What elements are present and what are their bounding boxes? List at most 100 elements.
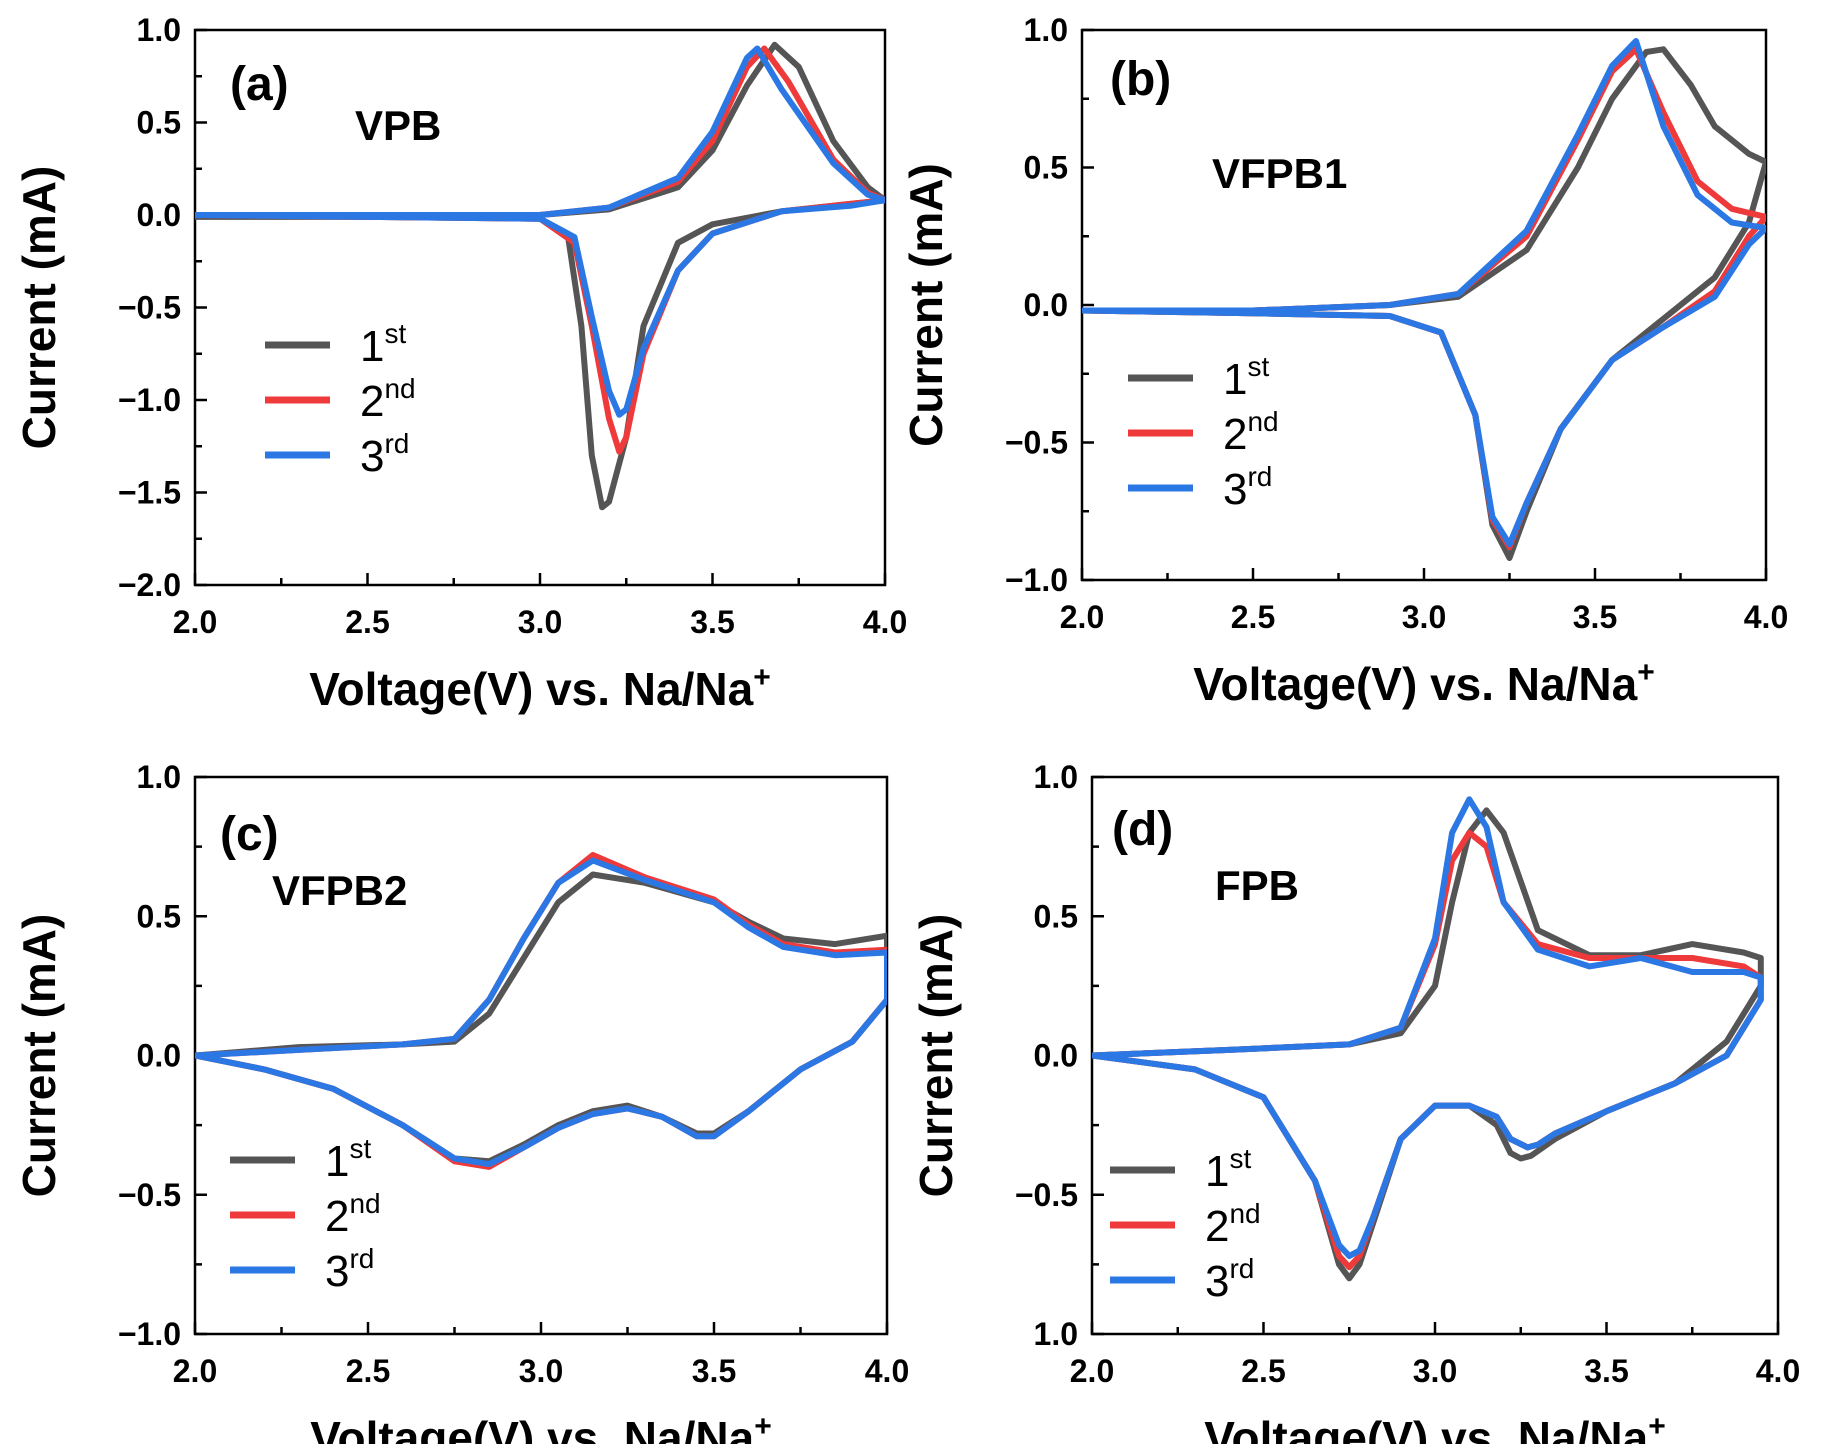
series-line-cycle-1	[1092, 807, 1764, 1282]
x-tick-label: 4.0	[1756, 1353, 1800, 1389]
legend-entry: 2nd	[1223, 406, 1279, 459]
y-tick-label: −2.0	[118, 567, 181, 603]
x-tick-label: 4.0	[863, 604, 907, 640]
x-tick-label: 3.0	[519, 1353, 563, 1389]
series-line-cycle-3	[195, 857, 887, 1168]
y-axis-title: Current (mA)	[13, 166, 65, 450]
legend-entry-suffix: st	[1247, 351, 1269, 382]
legend-entry-number: 3	[325, 1247, 349, 1296]
legend-entry-number: 2	[325, 1192, 349, 1241]
y-tick-label: 0.0	[137, 1038, 181, 1074]
legend-entry: 2nd	[360, 373, 416, 426]
y-tick-label: 0.0	[1034, 1038, 1078, 1074]
x-tick-label: 2.5	[345, 604, 389, 640]
legend-entry-number: 3	[1223, 465, 1247, 514]
legend-entry-number: 2	[1223, 410, 1247, 459]
x-tick-label: 2.5	[346, 1353, 390, 1389]
sample-label: VPB	[355, 102, 441, 149]
panel-b: 2.0 2.5 3.0 3.5 4.0 1.0 0.5 0.0 −0.5 −1.0 Voltage(…	[900, 12, 1788, 710]
y-axis-title: Current (mA)	[13, 914, 65, 1198]
series-line-cycle-1	[195, 871, 887, 1165]
plot-frame	[1090, 775, 1780, 1336]
x-axis-title: Voltage(V) vs. Na/Na+	[1204, 1410, 1665, 1444]
sample-label: VFPB1	[1212, 150, 1347, 197]
y-tick-label: 0.0	[1024, 287, 1068, 323]
y-tick-label: −0.5	[1005, 425, 1068, 461]
x-tick-label: 4.0	[1744, 599, 1788, 635]
series-group	[195, 41, 885, 511]
legend-entry-suffix: nd	[349, 1188, 380, 1219]
legend-entry-suffix: st	[384, 318, 406, 349]
legend-entry-number: 3	[1205, 1257, 1229, 1306]
x-tick-label: 3.5	[1573, 599, 1617, 635]
series-line-cycle-2	[195, 45, 885, 455]
y-axis-title: Current (mA)	[900, 163, 952, 447]
legend-entry: 2nd	[1205, 1198, 1261, 1251]
x-axis-title-text: Voltage(V) vs. Na/Na	[309, 663, 753, 715]
legend-entry: 3rd	[1223, 461, 1272, 514]
x-axis-title-sup: +	[1637, 656, 1655, 689]
x-axis-title: Voltage(V) vs. Na/Na+	[309, 661, 770, 715]
x-tick-label: 3.5	[1584, 1353, 1628, 1389]
plot-frame	[193, 28, 887, 587]
x-axis-title-sup: +	[753, 661, 771, 694]
legend-entry-suffix: st	[349, 1133, 371, 1164]
y-tick-label: 1.0	[137, 759, 181, 795]
plot-frame	[193, 775, 889, 1336]
legend-entry-suffix: nd	[1247, 406, 1278, 437]
legend-entry-number: 1	[1205, 1147, 1229, 1196]
y-tick-label: −1.0	[118, 1316, 181, 1352]
x-tick-label: 2.0	[173, 1353, 217, 1389]
legend-entry-suffix: nd	[1229, 1198, 1260, 1229]
y-axis-title: Current (mA)	[910, 914, 962, 1198]
legend-entry: 1st	[1223, 351, 1269, 404]
x-axis-title-text: Voltage(V) vs. Na/Na	[310, 1412, 754, 1444]
y-tick-label: 1.0	[1034, 759, 1078, 795]
legend-entry-number: 2	[360, 377, 384, 426]
y-tick-label: −1.5	[118, 475, 181, 511]
series-group	[1092, 796, 1764, 1282]
y-tick-label: 0.5	[137, 898, 181, 934]
legend-entry: 1st	[360, 318, 406, 371]
series-line-cycle-3	[195, 45, 885, 418]
y-tick-label: −0.5	[118, 1177, 181, 1213]
x-axis-title-sup: +	[754, 1410, 772, 1443]
legend-entry-suffix: st	[1229, 1143, 1251, 1174]
series-line-cycle-1	[195, 41, 885, 511]
y-tick-label: −1.0	[118, 382, 181, 418]
legend-entry-number: 1	[325, 1137, 349, 1186]
sample-label: FPB	[1215, 862, 1299, 909]
y-tick-label: 1.0	[1024, 12, 1068, 48]
legend-entry-number: 1	[1223, 355, 1247, 404]
x-tick-label: 2.5	[1241, 1353, 1285, 1389]
y-tick-label: 0.5	[1034, 898, 1078, 934]
panel-label: (d)	[1112, 803, 1173, 856]
panel-label: (c)	[220, 808, 279, 861]
x-tick-label: 2.0	[1070, 1353, 1114, 1389]
panel-d: 2.0 2.5 3.0 3.5 4.0 1.0 0.5 0.0 −0.5 1.0 Voltage(V…	[910, 759, 1800, 1444]
y-tick-label: 1.0	[137, 12, 181, 48]
x-tick-label: 3.0	[518, 604, 562, 640]
panel-label: (b)	[1110, 53, 1171, 106]
x-tick-label: 3.5	[690, 604, 734, 640]
legend-entry: 3rd	[360, 428, 409, 481]
legend-entry: 1st	[325, 1133, 371, 1186]
series-line-cycle-3	[1082, 38, 1766, 548]
y-tick-label: 0.0	[137, 197, 181, 233]
series-group	[195, 852, 887, 1170]
series-line-cycle-3	[1092, 796, 1764, 1259]
y-tick-label: −0.5	[118, 290, 181, 326]
legend-entry-number: 1	[360, 322, 384, 371]
legend-entry: 3rd	[1205, 1253, 1254, 1306]
panel-c: 2.0 2.5 3.0 3.5 4.0 1.0 0.5 0.0 −0.5 −1.0 Voltage(…	[13, 759, 909, 1444]
x-tick-label: 3.5	[692, 1353, 736, 1389]
x-axis-title-sup: +	[1648, 1410, 1666, 1443]
y-tick-label: −0.5	[1015, 1177, 1078, 1213]
x-tick-label: 2.0	[1060, 599, 1104, 635]
legend-entry-suffix: rd	[384, 428, 409, 459]
legend-entry-suffix: rd	[1247, 461, 1272, 492]
x-tick-label: 3.0	[1413, 1353, 1457, 1389]
